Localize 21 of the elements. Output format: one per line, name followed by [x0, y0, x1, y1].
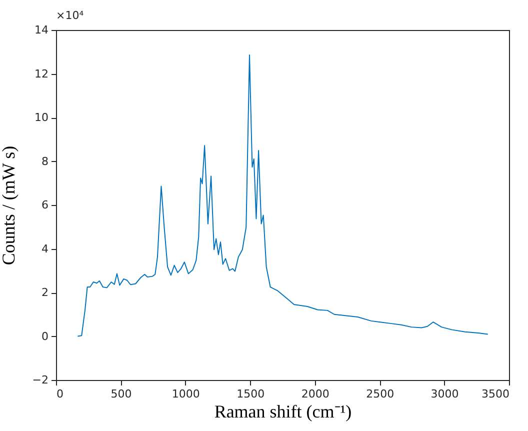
y-tick-label: 0	[42, 330, 48, 343]
text: ×10⁴	[56, 9, 84, 22]
y-tick-label: 14	[34, 24, 48, 36]
y-tick-label: 12	[34, 67, 48, 80]
x-tick-label: 2000	[301, 388, 330, 400]
y-tick-label: −2	[32, 374, 48, 386]
x-tick-label: 3500	[482, 388, 510, 400]
y-axis-title: Counts / (mW s)	[0, 146, 18, 266]
x-tick-label: 1500	[236, 388, 265, 400]
line-series	[77, 54, 488, 337]
x-tick-label: 2500	[366, 388, 394, 400]
y-tick-label: 6	[42, 198, 48, 212]
y-tick-label: 4	[42, 242, 48, 256]
x-tick-label: 3000	[430, 388, 459, 400]
y-tick-label: 10	[34, 111, 48, 124]
x-tick-label: 0	[56, 388, 64, 400]
y-tick-label: 8	[42, 154, 48, 168]
x-tick-label: 1000	[172, 388, 200, 400]
x-tick-label: 500	[110, 388, 132, 400]
x-axis-title: Raman shift (cm⁻¹)	[214, 402, 352, 422]
y-tick-label: 2	[42, 286, 48, 299]
